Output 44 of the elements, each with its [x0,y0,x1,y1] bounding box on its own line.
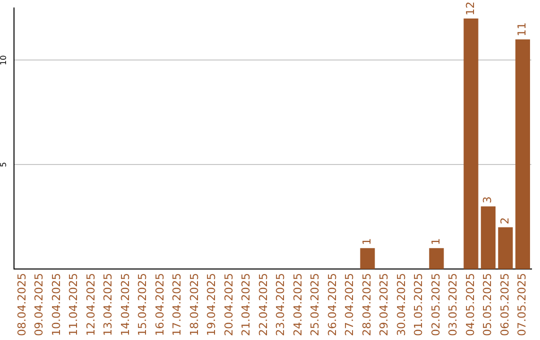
data-label: 3 [481,196,494,204]
x-tick-label: 20.04.2025 [222,273,236,336]
x-tick-label: 27.04.2025 [343,273,356,336]
x-tick-label: 14.04.2025 [118,273,132,336]
y-tick-label: 10 [0,55,8,66]
x-tick-label: 18.04.2025 [188,273,201,336]
x-tick-label: 06.05.2025 [498,273,512,336]
x-tick-label: 22.04.2025 [256,273,270,336]
x-tick-label: 21.04.2025 [240,273,253,336]
x-tick-label: 07.05.2025 [516,273,529,336]
x-tick-label: 30.04.2025 [394,273,408,336]
x-tick-label: 01.05.2025 [412,273,426,336]
x-tick-label: 25.04.2025 [308,273,322,336]
bar [480,206,496,270]
data-label: 1 [429,238,442,246]
x-tick-label: 02.05.2025 [429,273,442,336]
data-label: 1 [360,238,374,246]
data-label: 12 [464,1,477,16]
x-tick-label: 19.04.2025 [205,273,218,336]
bar [429,248,444,270]
x-tick-label: 10.04.2025 [50,273,63,336]
x-tick-label: 24.04.2025 [291,273,304,336]
y-tick-label: 5 [0,162,8,168]
x-tick-label: 16.04.2025 [153,273,166,336]
x-tick-label: 09.04.2025 [32,273,46,336]
x-tick-label: 04.05.2025 [464,273,477,336]
data-label: 11 [516,22,529,36]
x-tick-label: 08.04.2025 [15,273,28,336]
data-label: 2 [498,217,512,224]
bar [360,248,375,270]
bar [515,39,530,270]
x-tick-label: 13.04.2025 [102,273,115,336]
x-tick-label: 29.04.2025 [378,273,391,336]
bar [498,227,513,270]
x-tick-label: 12.04.2025 [84,273,98,336]
x-tick-label: 05.05.2025 [481,273,494,336]
x-tick-label: 28.04.2025 [360,273,374,336]
x-tick-label: 15.04.2025 [136,273,150,336]
x-tick-label: 17.04.2025 [170,273,184,336]
x-tick-label: 03.05.2025 [446,273,460,336]
x-tick-label: 26.04.2025 [326,273,339,336]
bar [464,18,478,270]
x-tick-label: 11.04.2025 [67,273,80,336]
x-tick-label: 23.04.2025 [274,273,288,336]
